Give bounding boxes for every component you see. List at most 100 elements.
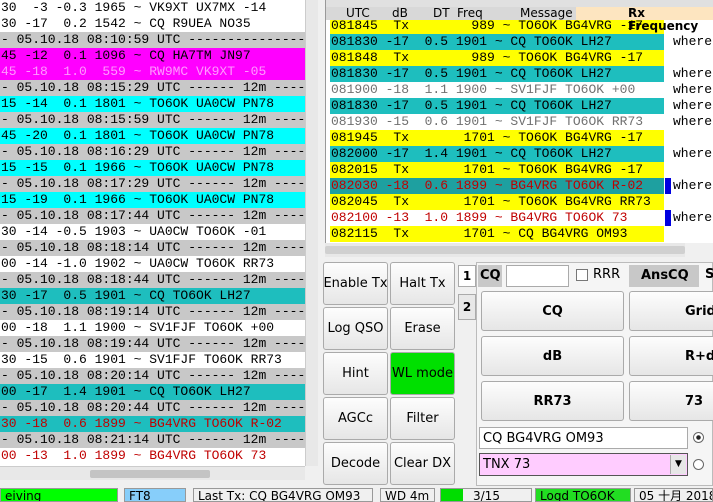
activity-row: 45 -12 0.1 1096 ~ CQ HA7TM JN97: [0, 48, 305, 64]
tab[interactable]: 1: [458, 265, 476, 287]
activity-row: - 05.10.18 08:19:14 UTC ------ 12m -----…: [0, 304, 305, 320]
s-label: S: [705, 267, 713, 282]
rx-row: 082015 Tx 1701 ~ TO6OK BG4VRG -17: [330, 162, 664, 178]
activity-row: - 05.10.18 08:15:59 UTC ------ 12m -----…: [0, 112, 305, 128]
rx-row: 081930 -15 0.6 1901 ~ SV1FJF TO6OK RR73: [330, 114, 664, 130]
status-item: 05 十月 2018: [634, 488, 713, 502]
button[interactable]: Log QSO: [323, 307, 388, 350]
progress: [441, 489, 463, 501]
activity-row: - 05.10.18 08:10:59 UTC ----------------…: [0, 32, 305, 48]
rx-row: 082115 Tx 1701 ~ CQ BG4VRG OM93: [330, 226, 664, 242]
rx-frequency: 081845 Tx 989 ~ TO6OK BG4VRG -17 081830 -…: [325, 0, 713, 243]
button[interactable]: Clear DX: [390, 442, 455, 485]
note: where: [673, 114, 713, 129]
progress-label: 3/15: [473, 489, 500, 502]
column-header: UTC: [346, 6, 370, 20]
rx-row: 081845 Tx 989 ~ TO6OK BG4VRG -17: [330, 18, 664, 34]
activity-row: - 05.10.18 08:17:44 UTC ------ 12m -----…: [0, 208, 305, 224]
activity-row: 30 -3 -0.3 1965 ~ VK9XT UX7MX -14: [0, 0, 305, 16]
tab[interactable]: 2: [458, 294, 476, 320]
message-button[interactable]: R+dB: [629, 336, 713, 376]
activity-row: 30 -18 0.6 1899 ~ BG4VRG TO6OK R-02: [0, 416, 305, 432]
rx-row: 082100 -13 1.0 1899 ~ BG4VRG TO6OK 73: [330, 210, 664, 226]
activity-row: - 05.10.18 08:20:14 UTC ------ 12m -----…: [0, 368, 305, 384]
activity-row: 15 -15 0.1 1966 ~ TO6OK UA0CW PN78: [0, 160, 305, 176]
activity-row: 30 -17 0.5 1901 ~ CQ TO6OK LH27: [0, 288, 305, 304]
tx-select[interactable]: TNX 73: [479, 453, 688, 476]
header-top: [326, 0, 713, 7]
rx-row: 081848 Tx 989 ~ TO6OK BG4VRG -17: [330, 50, 664, 66]
rrr-label: RRR: [593, 267, 621, 282]
radio[interactable]: [693, 432, 704, 443]
column-header: DT: [433, 6, 450, 20]
note: where: [673, 34, 713, 49]
rx-row: 082030 -18 0.6 1899 ~ BG4VRG TO6OK R-02: [330, 178, 664, 194]
status-item: FT8: [124, 488, 186, 502]
marker: [665, 178, 671, 194]
h-scrollbar[interactable]: [0, 466, 305, 480]
note: where: [673, 178, 713, 193]
activity-row: 00 -17 1.4 1901 ~ CQ TO6OK LH27: [0, 384, 305, 400]
radio[interactable]: [693, 459, 704, 470]
activity-row: - 05.10.18 08:21:14 UTC ------ 12m -----…: [0, 432, 305, 448]
rx-row: 082000 -17 1.4 1901 ~ CQ TO6OK LH27: [330, 146, 664, 162]
rrr-checkbox[interactable]: [576, 269, 588, 281]
rx-title: Rx Frequency: [576, 7, 713, 33]
button[interactable]: Filter: [390, 397, 455, 440]
activity-row: - 05.10.18 08:16:29 UTC ------ 12m -----…: [0, 144, 305, 160]
activity-row: 15 -19 0.1 1966 ~ TO6OK UA0CW PN78: [0, 192, 305, 208]
v-scrollbar[interactable]: [305, 0, 318, 466]
scroll-thumb[interactable]: [325, 246, 685, 254]
activity-row: - 05.10.18 08:20:44 UTC ------ 12m -----…: [0, 400, 305, 416]
scroll-thumb[interactable]: [90, 470, 210, 478]
band-activity: 30 -3 -0.3 1965 ~ VK9XT UX7MX -14 30 -17 …: [0, 0, 305, 466]
button[interactable]: WL mode: [390, 352, 455, 395]
h-scrollbar[interactable]: [325, 243, 685, 257]
button[interactable]: Erase: [390, 307, 455, 350]
note: where: [673, 66, 713, 81]
button[interactable]: Decode: [323, 442, 388, 485]
message-button[interactable]: RR73: [481, 381, 624, 421]
activity-row: - 05.10.18 08:15:29 UTC ------ 12m -----…: [0, 80, 305, 96]
activity-row: - 05.10.18 08:17:29 UTC ------ 12m -----…: [0, 176, 305, 192]
message-button[interactable]: Grid: [629, 291, 713, 331]
dropdown-arrow[interactable]: ▼: [670, 455, 686, 474]
column-header: dB: [392, 6, 408, 20]
tx-message[interactable]: CQ BG4VRG OM93: [479, 427, 688, 449]
button[interactable]: Hint: [323, 352, 388, 395]
button[interactable]: AGCc: [323, 397, 388, 440]
marker: [665, 210, 671, 226]
rx-row: 081945 Tx 1701 ~ TO6OK BG4VRG -17: [330, 130, 664, 146]
rx-row: 081830 -17 0.5 1901 ~ CQ TO6OK LH27: [330, 98, 664, 114]
message-button[interactable]: dB: [481, 336, 624, 376]
cq-label: CQ: [478, 265, 502, 287]
note: where: [673, 98, 713, 113]
message-button[interactable]: 73: [629, 381, 713, 421]
button[interactable]: Halt Tx: [390, 262, 455, 305]
status-item: 3/15: [440, 488, 532, 502]
column-header: Freq: [457, 6, 483, 20]
anscq[interactable]: AnsCQ: [629, 265, 699, 287]
activity-row: 30 -14 -0.5 1903 ~ UA0CW TO6OK -01: [0, 224, 305, 240]
rx-row: 081900 -18 1.1 1900 ~ SV1FJF TO6OK +00: [330, 82, 664, 98]
status-item: Last Tx: CQ BG4VRG OM93: [193, 488, 373, 502]
activity-row: 30 -15 0.6 1901 ~ SV1FJF TO6OK RR73: [0, 352, 305, 368]
status-item: WD 4m: [380, 488, 435, 502]
activity-row: - 05.10.18 08:18:44 UTC ------ 12m -----…: [0, 272, 305, 288]
activity-row: 45 -18 1.0 559 ~ RW9MC VK9XT -05: [0, 64, 305, 80]
activity-row: 00 -14 -1.0 1902 ~ UA0CW TO6OK RR73: [0, 256, 305, 272]
message-button[interactable]: CQ: [481, 291, 624, 331]
cq-input[interactable]: [506, 265, 569, 287]
activity-row: 00 -13 1.0 1899 ~ BG4VRG TO6OK 73: [0, 448, 305, 464]
activity-row: 45 -20 0.1 1801 ~ TO6OK UA0CW PN78: [0, 128, 305, 144]
note: where: [673, 210, 713, 225]
activity-row: 00 -18 1.1 1900 ~ SV1FJF TO6OK +00: [0, 320, 305, 336]
rx-row: 082045 Tx 1701 ~ TO6OK BG4VRG RR73: [330, 194, 664, 210]
status-item: eiving: [0, 488, 118, 502]
activity-row: - 05.10.18 08:19:44 UTC ------ 12m -----…: [0, 336, 305, 352]
button[interactable]: Enable Tx: [323, 262, 388, 305]
header: UTC dB DT Freq Message Rx Frequency: [326, 6, 713, 33]
activity-row: 15 -14 0.1 1801 ~ TO6OK UA0CW PN78: [0, 96, 305, 112]
status-item: Logd TO6OK: [535, 488, 631, 502]
